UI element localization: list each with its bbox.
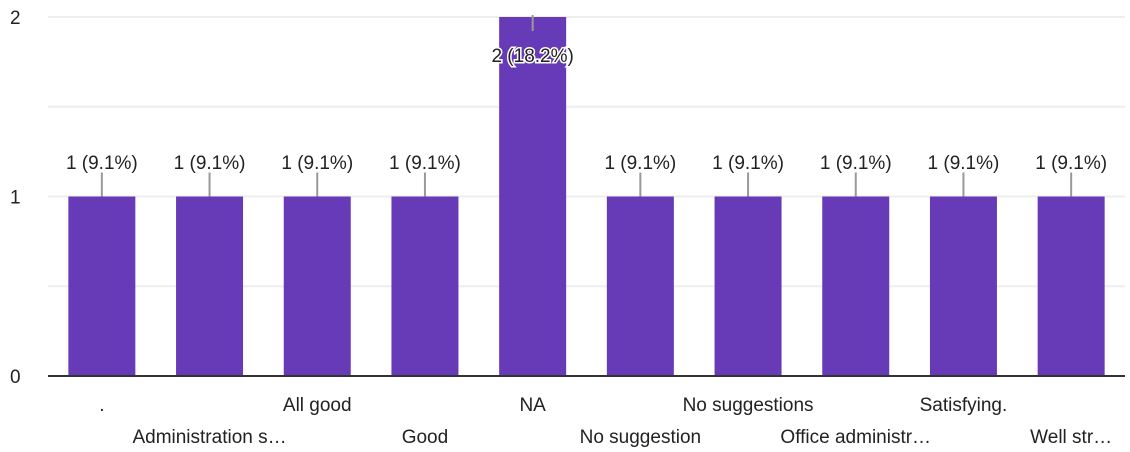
data-label: 1 (9.1%) (1035, 153, 1107, 174)
bar[interactable] (499, 17, 567, 376)
category-labels: . Administration s… All good Good NA No sugge… (99, 395, 1112, 448)
bar[interactable] (1037, 196, 1105, 377)
data-label: 1 (9.1%) (174, 153, 246, 174)
data-label: 1 (9.1%) (928, 153, 1000, 174)
data-label: 1 (9.1%) (820, 153, 892, 174)
bar[interactable] (68, 196, 136, 377)
data-label: 1 (9.1%) (604, 153, 676, 174)
data-label: 1 (9.1%) (66, 153, 138, 174)
y-tick-label: 1 (10, 188, 21, 209)
bar[interactable] (606, 196, 674, 377)
bar[interactable] (929, 196, 997, 377)
bar[interactable] (714, 196, 782, 377)
bar[interactable] (283, 196, 351, 377)
bars (68, 17, 1105, 377)
category-label: No suggestions (683, 395, 814, 416)
bar[interactable] (176, 196, 244, 377)
data-label: 2 (18.2%) (491, 46, 573, 67)
data-label: 1 (9.1%) (712, 153, 784, 174)
y-axis-ticks: 0 1 2 (10, 8, 21, 388)
category-label: Good (402, 427, 448, 448)
category-label: All good (283, 395, 352, 416)
y-tick-label: 0 (10, 367, 21, 388)
data-labels: 1 (9.1%) 1 (9.1%) 1 (9.1%) 1 (9.1%) 2 (18.2%… (66, 45, 1107, 175)
data-label: 1 (9.1%) (281, 153, 353, 174)
category-label: Administration s… (132, 427, 286, 448)
bar[interactable] (391, 196, 459, 377)
category-label: Satisfying. (920, 395, 1008, 416)
category-label: NA (519, 395, 546, 416)
bar[interactable] (822, 196, 890, 377)
category-label: No suggestion (580, 427, 701, 448)
category-label: . (99, 395, 104, 416)
data-label: 1 (9.1%) (389, 153, 461, 174)
label-leaders (100, 15, 1073, 197)
y-tick-label: 2 (10, 8, 21, 29)
category-label: Well str… (1030, 427, 1112, 448)
category-label: Office administr… (780, 427, 931, 448)
